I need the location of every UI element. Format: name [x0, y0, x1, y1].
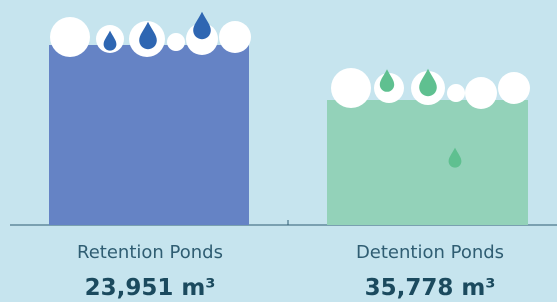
retention-block [49, 45, 249, 225]
infographic: Retention Ponds 23,951 m³ Detention Pond… [0, 0, 557, 302]
item-value: 35,778 m³ [365, 275, 496, 301]
detention-block [327, 100, 528, 225]
item-value: 23,951 m³ [85, 275, 216, 301]
page: Retention Ponds 23,951 m³ Detention Pond… [0, 0, 557, 302]
item-label: Retention Ponds [77, 242, 223, 263]
item-label: Detention Ponds [356, 242, 504, 263]
